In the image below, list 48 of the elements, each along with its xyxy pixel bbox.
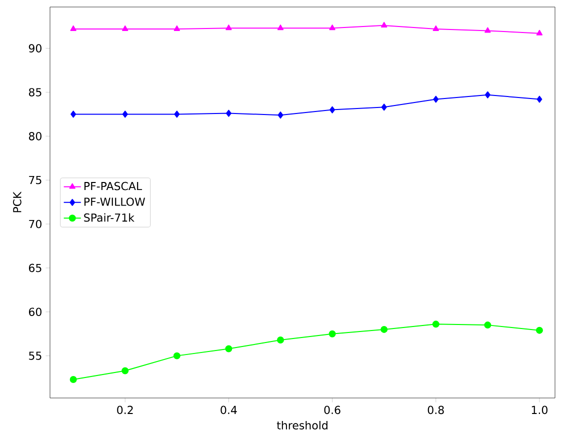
y-tick-label: 90: [28, 44, 42, 52]
y-tick-label: 60: [28, 308, 42, 316]
point: [380, 22, 388, 28]
point: [328, 330, 336, 338]
point: [276, 336, 284, 344]
y-tick-label: 85: [28, 88, 42, 96]
point: [484, 322, 492, 329]
point: [484, 27, 491, 33]
legend-label: PF-WILLOW: [84, 198, 146, 206]
point: [536, 326, 543, 334]
legend-label: PF-PASCAL: [84, 182, 142, 190]
point: [174, 110, 180, 118]
x-tick-label: 0.2: [117, 406, 133, 414]
point: [173, 352, 180, 360]
y-tick-label: 75: [29, 176, 42, 184]
point: [484, 91, 490, 98]
point: [122, 367, 129, 374]
point: [277, 24, 284, 30]
y-tick-label: 55: [29, 352, 42, 360]
y-tick-label: 70: [29, 220, 42, 228]
point: [330, 106, 336, 114]
x-tick-label: 0.4: [220, 406, 237, 414]
point: [432, 25, 439, 31]
point: [278, 112, 284, 119]
point: [225, 345, 232, 352]
point: [122, 110, 128, 118]
point: [174, 25, 180, 31]
x-tick-label: 0.8: [428, 406, 444, 414]
legend-label: SPair-71k: [84, 213, 134, 222]
point: [329, 24, 336, 30]
point: [122, 25, 128, 31]
x-tick-label: 0.6: [324, 406, 340, 414]
point: [536, 96, 542, 103]
x-axis-title: threshold: [276, 420, 328, 430]
point: [381, 104, 387, 111]
point: [70, 110, 76, 118]
point: [226, 24, 232, 30]
y-tick-label: 80: [28, 132, 42, 140]
x-tick-label: 1.0: [532, 406, 548, 414]
point: [380, 326, 388, 333]
point: [432, 320, 440, 328]
point: [70, 25, 76, 31]
point: [70, 376, 77, 384]
y-axis-title: PCK: [13, 192, 22, 212]
y-tick-label: 65: [28, 264, 42, 272]
point: [536, 30, 543, 36]
point: [226, 110, 232, 117]
point: [433, 96, 439, 103]
